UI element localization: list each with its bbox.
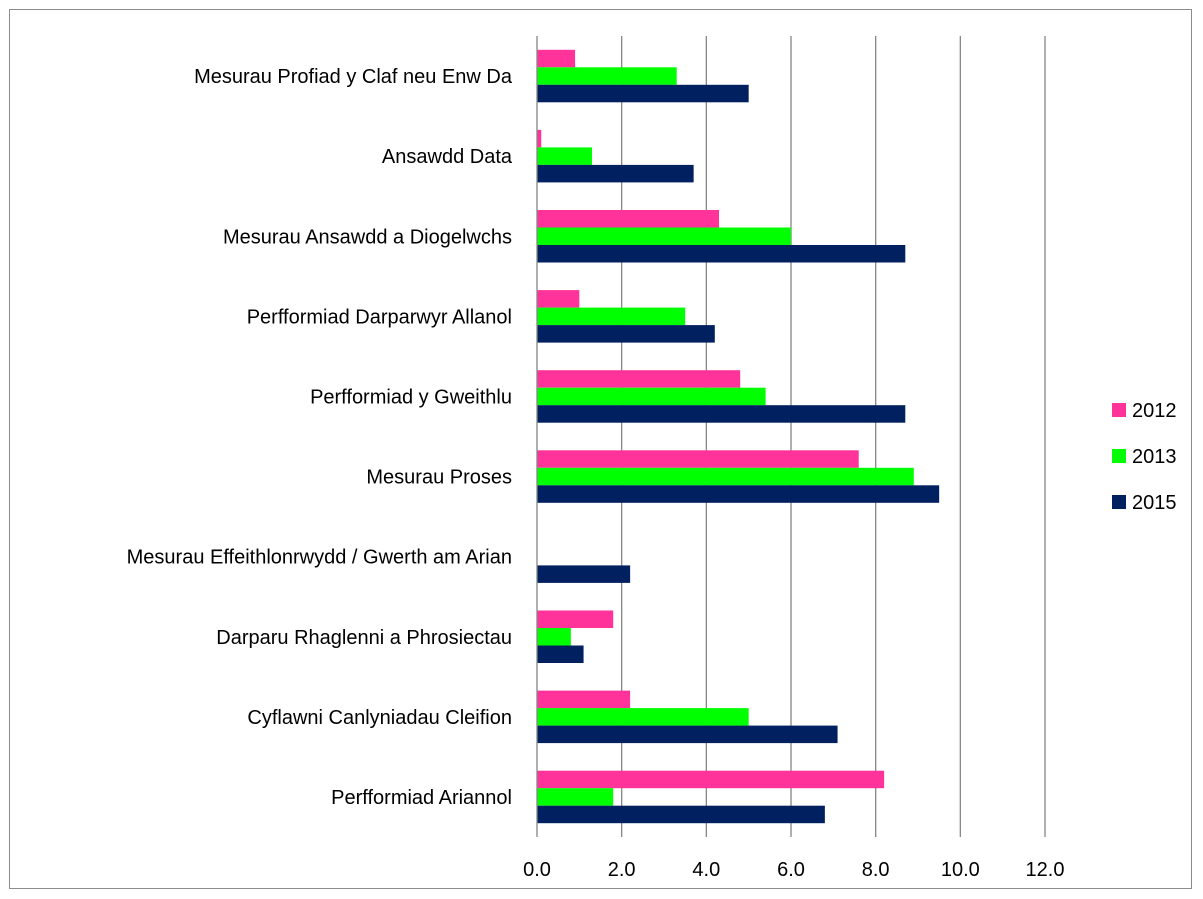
bar-2013	[537, 67, 677, 85]
x-tick-label: 0.0	[523, 859, 551, 881]
bar-2013	[537, 227, 791, 245]
bar-2013	[537, 467, 914, 486]
x-tick-label: 4.0	[692, 859, 720, 881]
bar-2013	[537, 147, 593, 165]
category-label: Perfformiad Ariannol	[331, 787, 512, 809]
category-label: Mesurau Ansawdd a Diogelwchs	[223, 226, 512, 248]
category-label: Darparu Rhaglenni a Phrosiectau	[216, 627, 512, 649]
x-tick-labels: 0.0 2.0 4.0 6.0 8.0 10.0 12.0	[523, 859, 1064, 881]
x-tick-label: 12.0	[1026, 859, 1065, 881]
x-tick-label: 2.0	[608, 859, 636, 881]
legend-swatch-2015	[1112, 495, 1126, 509]
bar-2012	[537, 690, 631, 709]
bar-2015	[537, 325, 715, 343]
bar-2015	[537, 405, 906, 423]
bar-2013	[537, 387, 766, 406]
bar-2015	[537, 245, 906, 263]
x-tick-label: 6.0	[777, 859, 805, 881]
category-label: Mesurau Proses	[366, 467, 512, 489]
x-tick-label: 10.0	[941, 859, 980, 881]
legend-swatch-2012	[1112, 403, 1126, 417]
bar-2015	[537, 805, 825, 824]
bars	[537, 49, 940, 824]
bar-2013	[537, 307, 686, 326]
bar-2012	[537, 129, 542, 148]
bar-2013	[537, 788, 614, 806]
category-label: Perfformiad Darparwyr Allanol	[247, 306, 512, 328]
legend-label-2013: 2013	[1132, 446, 1177, 468]
category-label: Perfformiad y Gweithlu	[310, 386, 512, 408]
bar-2012	[537, 49, 576, 68]
category-label: Mesurau Profiad y Claf neu Enw Da	[194, 66, 513, 88]
bar-2012	[537, 610, 614, 628]
category-label: Cyflawni Canlyniadau Cleifion	[247, 707, 512, 729]
legend-swatch-2013	[1112, 449, 1126, 463]
legend: 2012 2013 2015	[1112, 400, 1177, 514]
legend-label-2015: 2015	[1132, 492, 1177, 514]
bar-2015	[537, 725, 838, 744]
category-labels: Mesurau Profiad y Claf neu Enw Da Ansawdd…	[127, 66, 513, 809]
category-label: Ansawdd Data	[382, 146, 513, 168]
bar-2013	[537, 628, 571, 646]
bar-2015	[537, 84, 749, 103]
bar-2013	[537, 708, 749, 726]
bar-2015	[537, 164, 694, 183]
x-tick-label: 8.0	[862, 859, 890, 881]
bar-2012	[537, 770, 885, 789]
bar-2015	[537, 485, 940, 503]
category-label: Mesurau Effeithlonrwydd / Gwerth am Aria…	[127, 547, 512, 569]
bar-2012	[537, 210, 720, 228]
bar-2015	[537, 565, 631, 583]
bar-2012	[537, 370, 741, 388]
legend-label-2012: 2012	[1132, 400, 1177, 422]
bar-2012	[537, 450, 859, 468]
bar-2012	[537, 290, 580, 308]
bar-2015	[537, 645, 584, 663]
